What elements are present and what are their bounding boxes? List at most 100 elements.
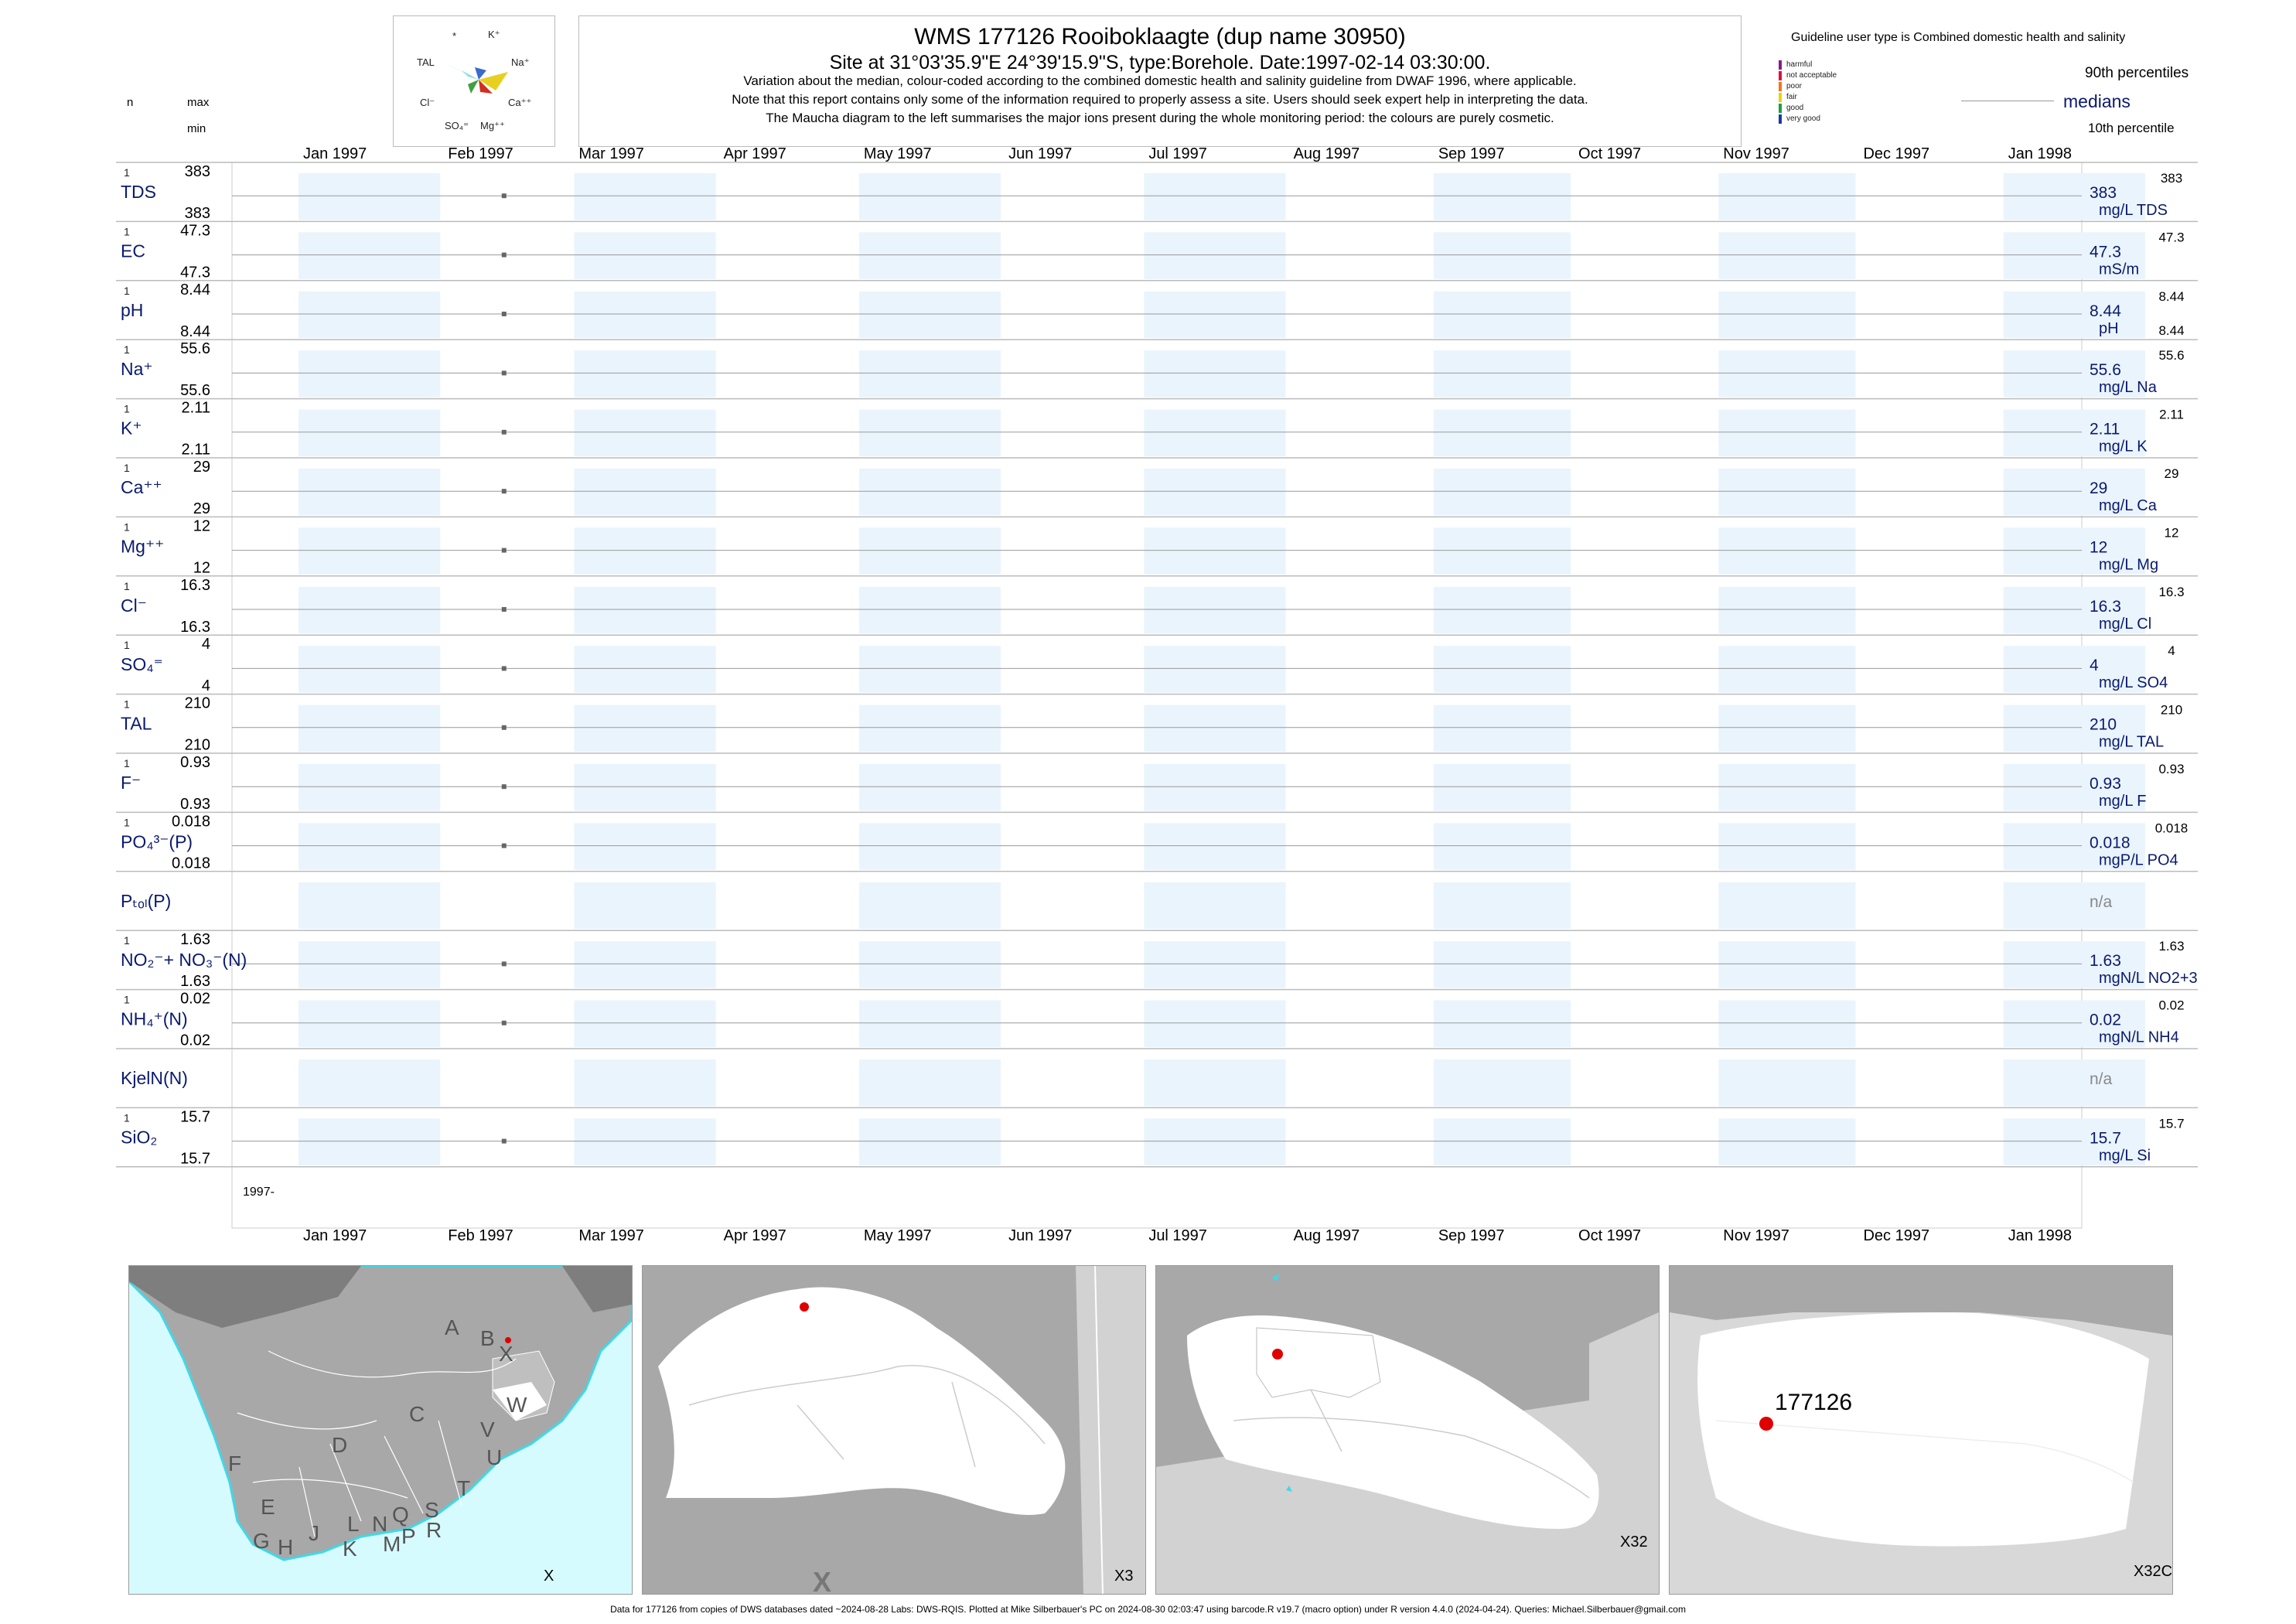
max-value: 29 (193, 459, 210, 476)
median-value: 1.63 (2090, 952, 2121, 970)
unit-label: mS/m (2099, 261, 2139, 278)
month-band (1433, 232, 1571, 279)
month-label-bottom: Feb 1997 (448, 1227, 513, 1244)
month-band (1433, 882, 1571, 930)
month-band (574, 232, 716, 279)
month-band (2003, 232, 2145, 279)
median-value: 2.11 (2090, 421, 2120, 438)
region-label: P (401, 1524, 416, 1548)
unit-label: pH (2099, 320, 2119, 337)
month-band (1718, 1059, 1856, 1107)
min-value: 12 (193, 559, 210, 576)
month-band (858, 1000, 1001, 1047)
row-label: Pₜₒₗ(P) (121, 891, 171, 911)
row-label: SO₄⁼ (121, 654, 163, 674)
month-band (1433, 1059, 1571, 1107)
n-count: 1 (124, 580, 130, 592)
right-max: 0.02 (2158, 998, 2184, 1013)
maucha-diagram-box: * K⁺ TAL Na⁺ Cl⁻ Ca⁺⁺ SO₄⁼ Mg⁺⁺ (393, 15, 555, 147)
min-value: 1.63 (180, 973, 210, 990)
median-value: 29 (2090, 479, 2107, 497)
month-band (574, 291, 716, 339)
month-label-top: Mar 1997 (578, 145, 644, 162)
month-label-bottom: Dec 1997 (1863, 1227, 1929, 1244)
maucha-label-ca: Ca⁺⁺ (508, 97, 532, 108)
month-band (299, 764, 441, 811)
month-band (574, 173, 716, 220)
month-label-bottom: Jul 1997 (1148, 1227, 1207, 1244)
month-label-top: Oct 1997 (1578, 145, 1641, 162)
region-label: D (332, 1433, 348, 1457)
max-value: 4 (202, 636, 210, 653)
right-max: 8.44 (2158, 289, 2184, 304)
col-header-min: min (187, 122, 206, 135)
month-band (1433, 823, 1571, 870)
row-label: NO₂⁻+ NO₃⁻(N) (121, 950, 247, 970)
month-band (1144, 350, 1286, 397)
month-band (299, 173, 441, 220)
data-point (501, 725, 507, 730)
max-value: 47.3 (180, 222, 210, 239)
month-label-bottom: Jan 1997 (303, 1227, 367, 1244)
month-band (1718, 764, 1856, 811)
legend-class-label: not acceptable (1786, 71, 1837, 80)
month-band (1433, 173, 1571, 220)
month-band (858, 705, 1001, 752)
month-band (1718, 409, 1856, 456)
map-x32: X32 (1155, 1265, 1660, 1595)
month-band (2003, 882, 2145, 930)
month-band (1144, 173, 1286, 220)
month-band (574, 350, 716, 397)
month-label-top: Dec 1997 (1863, 145, 1929, 162)
month-label-top: Aug 1997 (1294, 145, 1360, 162)
right-max: 4 (2168, 643, 2175, 658)
region-label: J (309, 1521, 319, 1545)
legend-class-label: very good (1786, 114, 1820, 123)
month-band (299, 409, 441, 456)
map-x32c: 177126 X32C (1669, 1265, 2173, 1595)
legend-class-label: harmful (1786, 60, 1813, 69)
map-caption: X32C (2134, 1563, 2173, 1580)
max-value: 15.7 (180, 1108, 210, 1125)
month-label-bottom: May 1997 (864, 1227, 932, 1244)
region-label: N (372, 1512, 388, 1536)
min-value: 0.93 (180, 796, 210, 813)
page-title: WMS 177126 Rooiboklaagte (dup name 30950… (914, 24, 1406, 49)
month-label-bottom: Jan 1998 (2008, 1227, 2072, 1244)
month-band (2003, 1000, 2145, 1047)
median-value: 4 (2090, 657, 2099, 674)
legend-swatch-good (1779, 104, 1782, 113)
right-max: 0.93 (2158, 762, 2184, 776)
month-band (1144, 1000, 1286, 1047)
month-label-top: May 1997 (864, 145, 932, 162)
month-band (858, 586, 1001, 634)
maucha-label-k: K⁺ (488, 29, 500, 40)
n-count: 1 (124, 639, 130, 651)
median-value: n/a (2090, 1070, 2113, 1088)
maucha-label-so4: SO₄⁼ (445, 120, 469, 131)
month-band (1144, 469, 1286, 516)
n-count: 1 (124, 403, 130, 415)
month-label-top: Jan 1997 (303, 145, 367, 162)
month-band (1718, 823, 1856, 870)
site-id-label: 177126 (1775, 1390, 1853, 1415)
row-label: Na⁺ (121, 359, 153, 379)
month-band (858, 232, 1001, 279)
month-band (858, 1118, 1001, 1165)
unit-label: mgP/L PO4 (2099, 851, 2178, 868)
right-max: 15.7 (2158, 1116, 2184, 1131)
month-band (574, 1000, 716, 1047)
data-point (501, 370, 507, 376)
min-value: 47.3 (180, 264, 210, 281)
region-label: F (228, 1452, 242, 1476)
region-label: E (261, 1495, 275, 1519)
data-point (501, 666, 507, 671)
map-x3: X X3 (642, 1265, 1146, 1595)
barcode-chart: Jan 1997 Jan 1997 Feb 1997 Feb 1997 Mar 1997… (116, 145, 2198, 1244)
data-point (501, 429, 507, 435)
row-label: TDS (121, 182, 156, 202)
month-band (1144, 409, 1286, 456)
unit-label: mg/L TDS (2099, 202, 2168, 219)
month-band (2003, 469, 2145, 516)
n-count: 1 (124, 816, 130, 828)
